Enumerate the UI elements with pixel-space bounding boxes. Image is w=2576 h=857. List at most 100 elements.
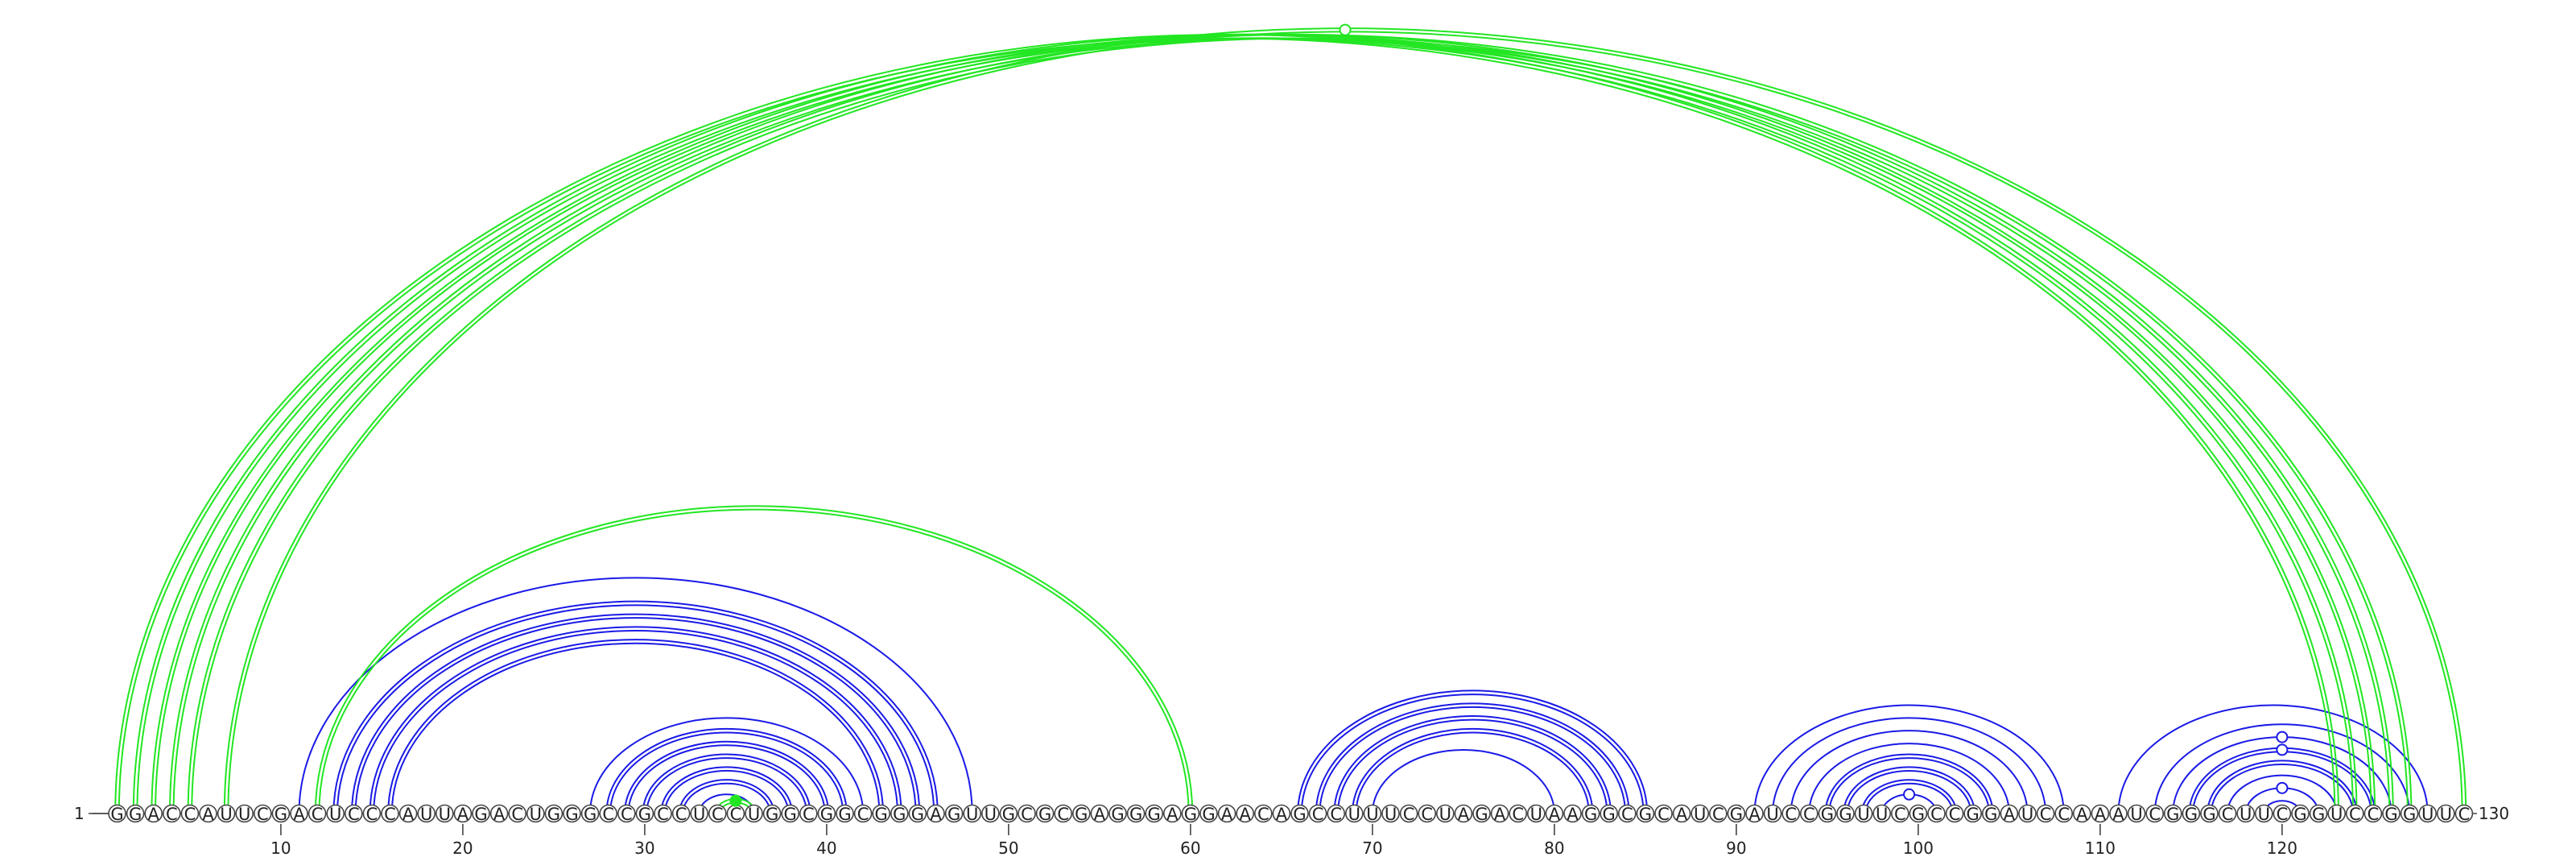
svg-text:U: U [2021, 805, 2033, 824]
pair-arc-67-84 [1319, 706, 1626, 814]
svg-text:C: C [657, 805, 669, 824]
svg-text:C: C [675, 805, 687, 824]
svg-text:A: A [1276, 805, 1288, 824]
svg-text:U: U [1876, 805, 1888, 824]
pair-arc-2-124 [136, 37, 2354, 814]
nucleotide-43: G [872, 804, 890, 824]
svg-text:C: C [1057, 805, 1069, 824]
pair-arc-96-103 [1846, 769, 1972, 814]
svg-text:G: G [638, 805, 651, 824]
svg-text:C: C [1312, 805, 1324, 824]
svg-text:A: A [2112, 805, 2124, 824]
nucleotide-128: U [2418, 804, 2437, 824]
tick-label-50: 50 [998, 838, 1018, 857]
svg-text:U: U [1766, 805, 1778, 824]
svg-text:G: G [2166, 805, 2179, 824]
pair-arc-12-60 [318, 508, 1190, 814]
pair-arc-68-83 [1333, 715, 1612, 814]
pair-arc-28-41 [605, 727, 848, 814]
pair-arc-4-126 [169, 33, 2394, 814]
nucleotide-30: G [635, 804, 654, 824]
nucleotide-60: G [1181, 804, 1200, 824]
svg-text:C: C [1257, 805, 1269, 824]
pair-marker-34-36 [729, 794, 742, 807]
pair-arc-16-43 [387, 639, 884, 814]
nucleotide-76: G [1472, 804, 1491, 824]
svg-text:C: C [2058, 805, 2070, 824]
nucleotide-62: A [1217, 804, 1236, 824]
nucleotide-127: G [2400, 804, 2419, 824]
pair-arc-67-84 [1315, 702, 1630, 814]
pair-arc-95-104 [1824, 753, 1994, 814]
svg-text:C: C [1657, 805, 1670, 824]
nucleotide-110: A [2091, 804, 2110, 824]
nucleotide-7: U [217, 804, 236, 824]
nucleotide-108: C [2054, 804, 2073, 824]
pair-arc-4-126 [172, 37, 2391, 814]
tick-label-60: 60 [1180, 838, 1200, 857]
nucleotide-44: G [890, 804, 909, 824]
nucleotide-12: C [308, 804, 327, 824]
nucleotide-102: C [1945, 804, 1964, 824]
svg-text:U: U [966, 805, 978, 824]
svg-text:A: A [1458, 805, 1470, 824]
pair-arc-7-130 [227, 31, 2463, 814]
nucleotide-4: C [163, 804, 181, 824]
nucleotide-56: G [1108, 804, 1127, 824]
pair-arc-29-40 [627, 744, 826, 814]
svg-text:G: G [784, 805, 797, 824]
svg-text:G: G [1148, 805, 1161, 824]
nucleotide-81: A [1563, 804, 1582, 824]
nucleotide-89: C [1709, 804, 1728, 824]
svg-text:G: G [1821, 805, 1834, 824]
pair-arc-14-45 [351, 613, 921, 814]
svg-text:G: G [893, 805, 906, 824]
pair-arc-16-43 [390, 642, 881, 814]
nucleotide-9: C [253, 804, 272, 824]
pair-arc-69-82 [1352, 727, 1594, 814]
nucleotide-119: U [2255, 804, 2273, 824]
pair-arc-30-39 [646, 757, 807, 814]
tick-label-120: 120 [2267, 838, 2297, 857]
nucleotide-107: C [2036, 804, 2055, 824]
svg-text:G: G [1129, 805, 1142, 824]
base-pair-arcs [114, 27, 2467, 814]
svg-text:U: U [1694, 805, 1706, 824]
nucleotide-117: C [2218, 804, 2237, 824]
pair-arc-31-38 [663, 769, 790, 814]
nucleotide-35: C [726, 804, 745, 824]
pair-arc-11-48 [298, 577, 973, 814]
svg-text:G: G [1075, 805, 1088, 824]
svg-text:A: A [202, 805, 214, 824]
nucleotide-41: G [836, 804, 854, 824]
svg-text:C: C [1894, 805, 1906, 824]
nucleotide-94: C [1800, 804, 1818, 824]
svg-text:A: A [1094, 805, 1106, 824]
svg-text:C: C [348, 805, 360, 824]
nucleotide-88: U [1690, 804, 1709, 824]
svg-text:G: G [1002, 805, 1015, 824]
svg-text:G: G [1839, 805, 1852, 824]
nucleotide-65: A [1272, 804, 1291, 824]
svg-text:U: U [1348, 805, 1360, 824]
nucleotide-36: U [745, 804, 763, 824]
nucleotide-31: C [654, 804, 672, 824]
svg-text:U: U [1439, 805, 1451, 824]
pair-arc-95-104 [1828, 757, 1990, 814]
tick-label-20: 20 [452, 838, 473, 857]
svg-text:G: G [1639, 805, 1652, 824]
nucleotide-95: G [1818, 804, 1837, 824]
svg-text:C: C [1712, 805, 1724, 824]
nucleotide-55: A [1090, 804, 1109, 824]
pair-arc-7-130 [223, 27, 2467, 814]
nucleotide-32: C [671, 804, 691, 824]
pair-arc-15-44 [369, 626, 902, 814]
svg-text:C: C [511, 805, 523, 824]
nucleotide-11: A [290, 804, 308, 824]
svg-text:U: U [985, 805, 997, 824]
nucleotide-26: G [563, 804, 581, 824]
pair-arc-111-128 [2117, 704, 2429, 814]
svg-text:U: U [2258, 805, 2270, 824]
